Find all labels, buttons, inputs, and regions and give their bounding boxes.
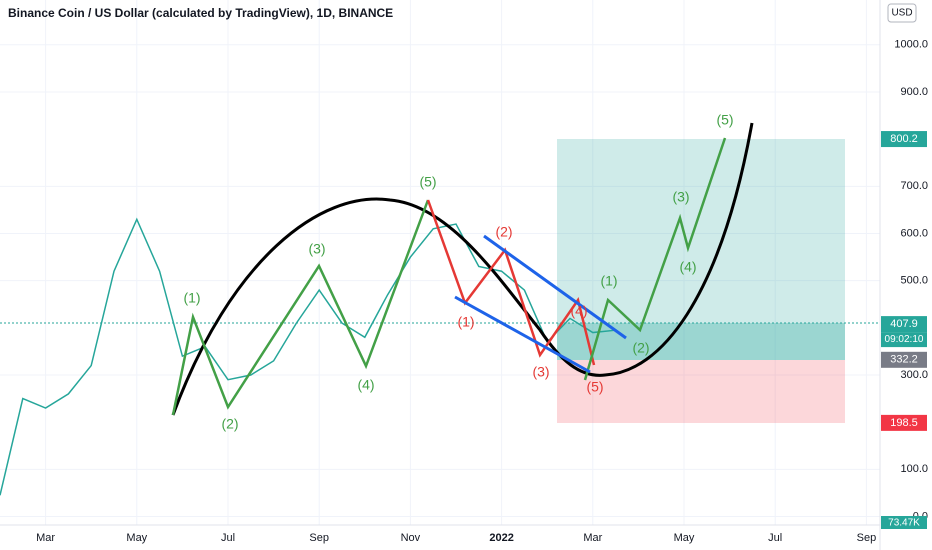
volume-tag: 73.47K [888,518,920,529]
wave-label: (3) [672,189,689,205]
countdown-bg [881,332,927,348]
x-tick-label: Jul [768,532,782,544]
price-series [0,217,616,496]
x-tick-label: May [674,532,695,544]
wave-label: (5) [586,379,603,395]
wave-label: (1) [600,273,617,289]
grid [0,0,880,525]
y-tick-label: 600.0 [900,227,928,239]
x-tick-label: Sep [857,532,877,544]
currency-box[interactable] [887,3,917,23]
y-tick-label: 100.0 [900,463,928,475]
price-tag-label: 407.9 [890,318,918,330]
countdown: 09:02:10 [885,334,924,345]
x-tick-label: Nov [401,532,421,544]
price-tag [881,351,927,368]
wave-label: (4) [570,303,587,319]
channel-bottom [454,295,591,374]
wave-label: (3) [308,241,325,257]
wave-label: (4) [357,377,374,393]
wave-label: (1) [183,290,200,306]
currency: USD [891,8,912,19]
price-tag-label: 332.2 [890,354,918,366]
wave-projection [583,137,727,381]
price-tag-label: 198.5 [890,417,918,429]
x-tick-label: Sep [309,532,329,544]
open-zone [557,323,845,360]
annotations: (1) (2) (3) (4) (5) (1) (2) (3) (4) (5) (1) (2) (3) (… [183,112,733,432]
x-tick-label: Mar [36,532,55,544]
axis: 0.0100.0300.0500.0600.0700.0900.01000.0M… [36,39,928,544]
x-tick-label: 2022 [489,532,513,544]
price-tag [881,414,927,431]
x-tick-label: Jul [221,532,235,544]
wave-label: (2) [632,340,649,356]
price-tag [881,131,927,148]
chart-title: Binance Coin / US Dollar (calculated by … [8,6,393,20]
y-tick-label: 900.0 [900,86,928,98]
channel-top [483,234,627,340]
y-tick-label: 300.0 [900,369,928,381]
y-tick-label: 1000.0 [894,39,928,51]
y-tick-label: 700.0 [900,180,928,192]
x-tick-label: Mar [583,532,602,544]
loss-zone [557,360,845,423]
wave-label: (5) [419,174,436,190]
price-tag [881,316,927,333]
wave-label: (4) [679,259,696,275]
wave-label: (2) [495,224,512,240]
y-tick-label: 500.0 [900,275,928,287]
wave-label: (2) [221,416,238,432]
price-axis-bg [880,0,932,550]
volume-tag-bg [881,516,927,529]
wave-green [171,199,430,416]
wave-red [426,199,596,366]
price-tag-label: 800.2 [890,133,918,145]
price-line [0,217,616,496]
wave-label: (3) [532,364,549,380]
wave-label: (1) [457,314,474,330]
wave-label: (5) [716,112,733,128]
x-tick-label: May [126,532,147,544]
